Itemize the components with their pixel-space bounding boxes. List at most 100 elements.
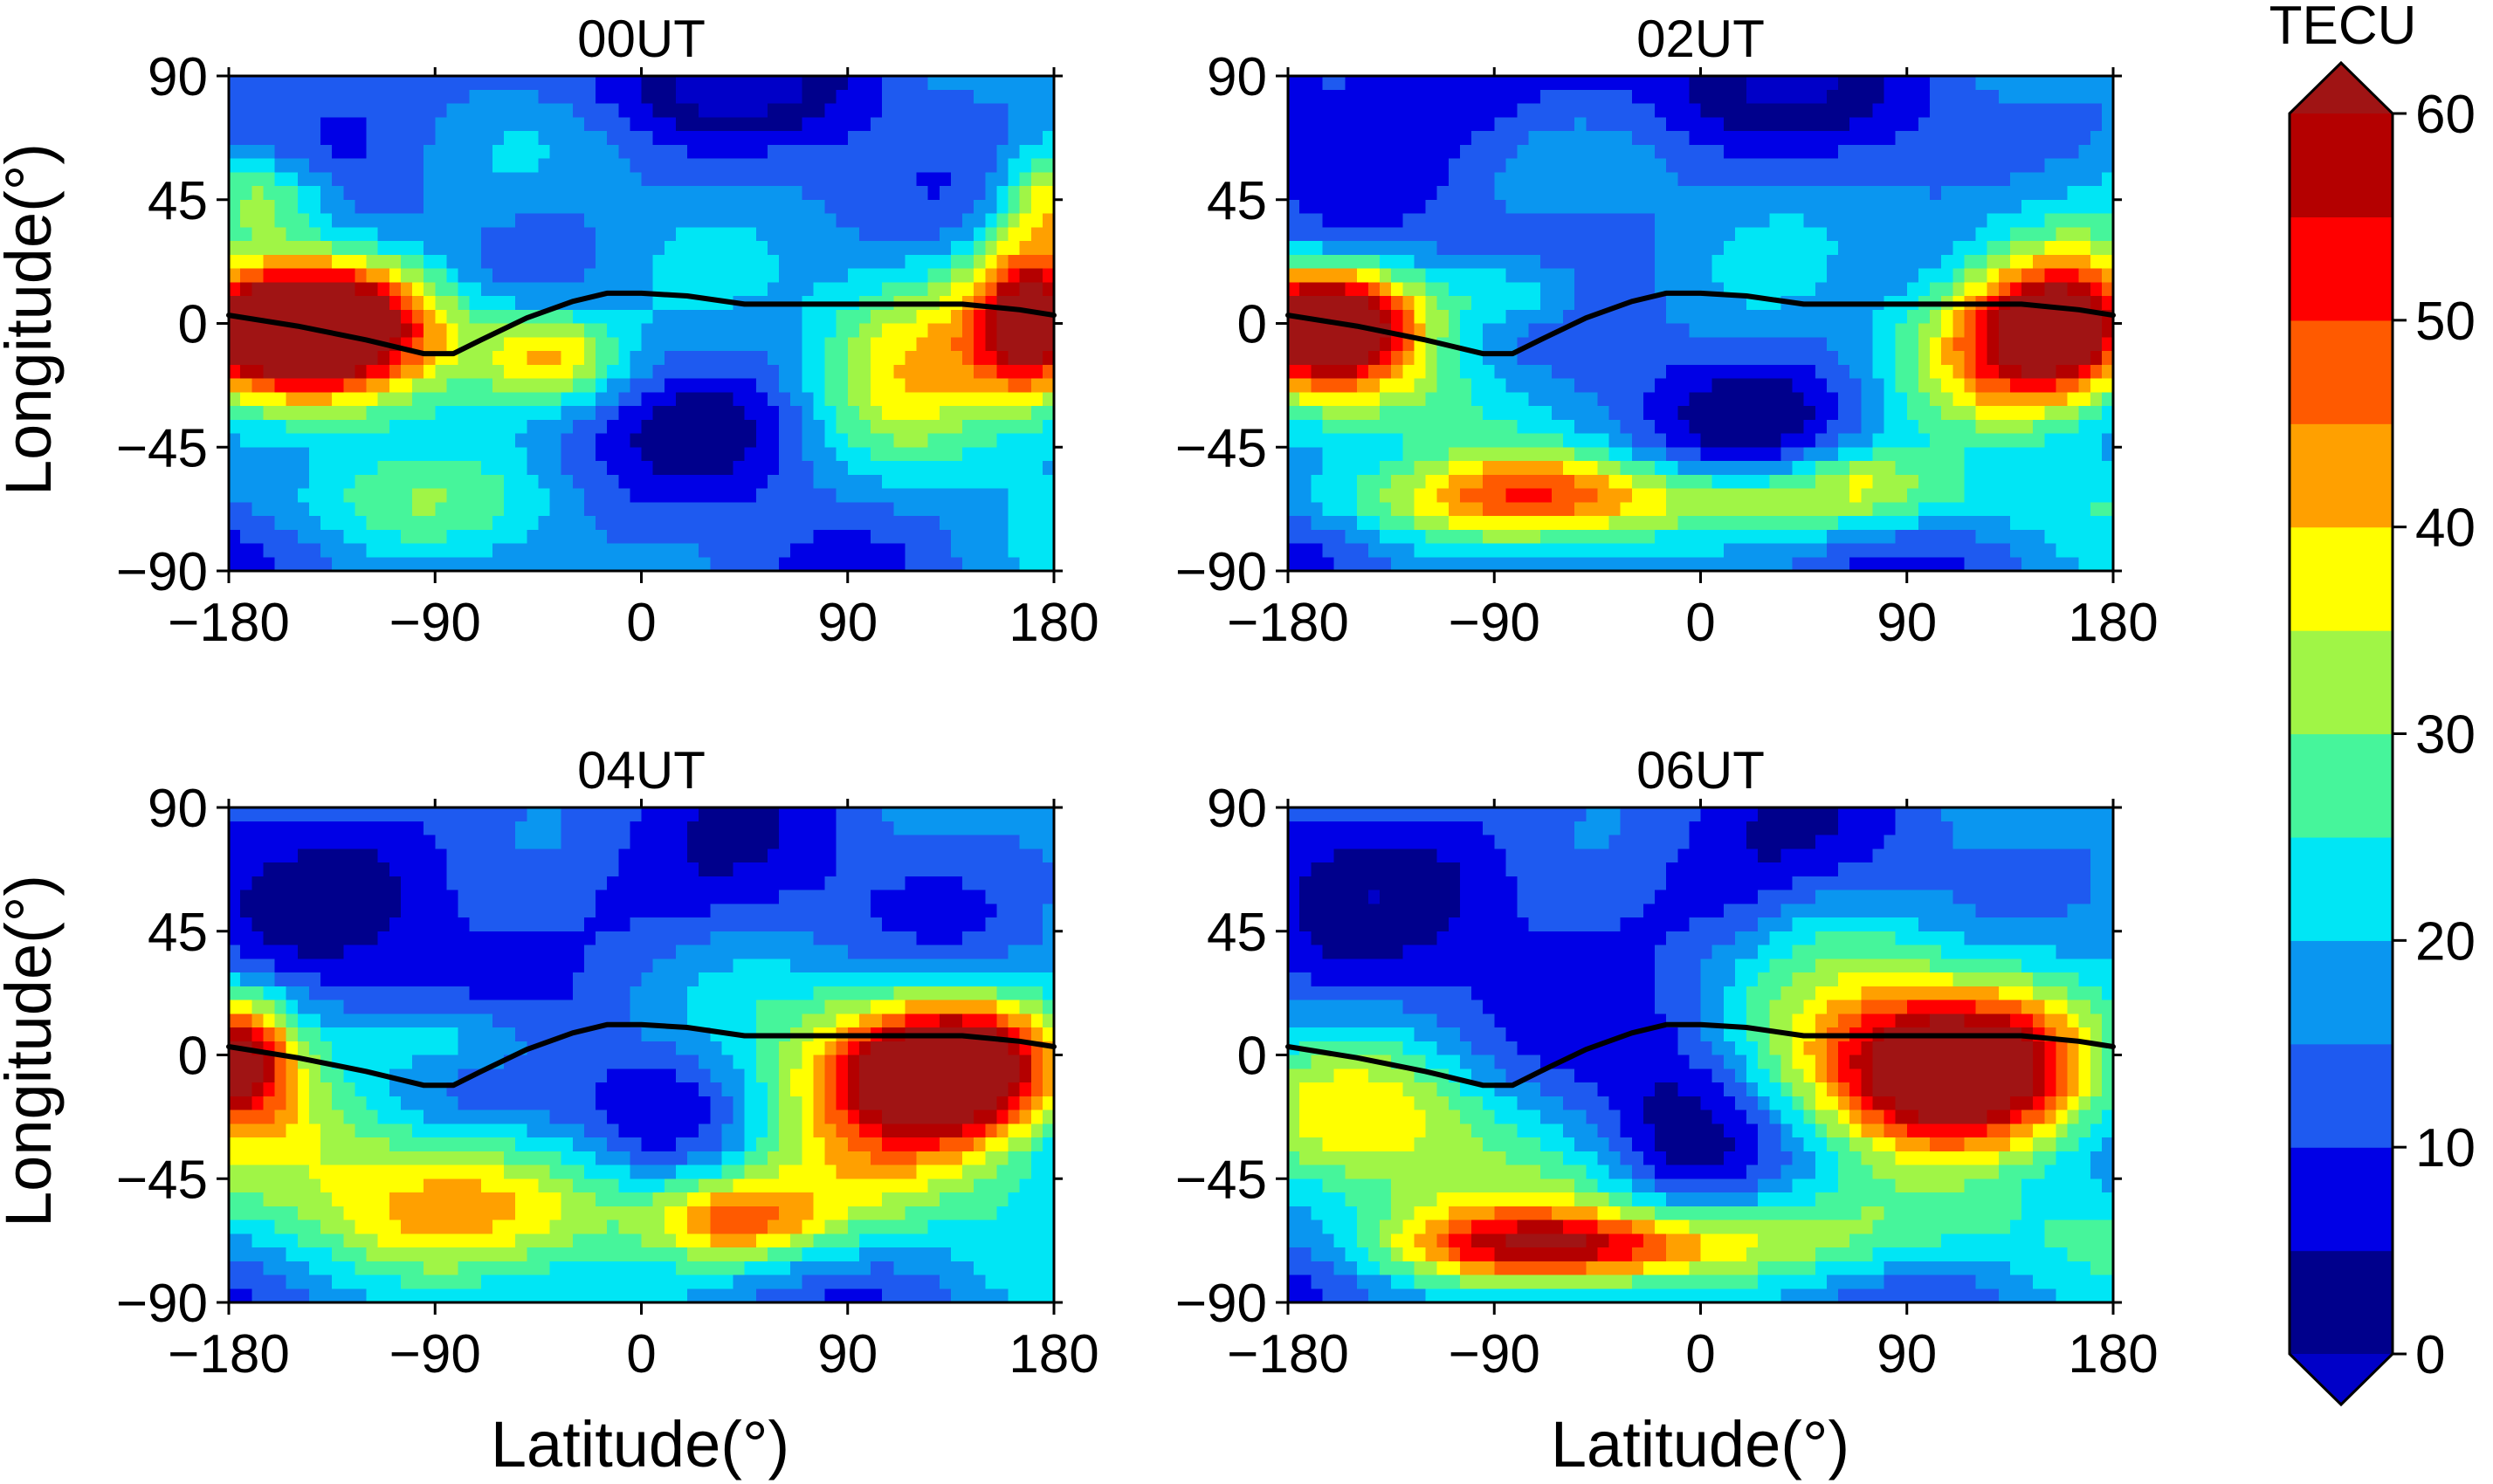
contour-cell (229, 268, 241, 284)
contour-cell (2078, 364, 2091, 380)
contour-cell (1677, 433, 1691, 449)
contour-cell (274, 103, 287, 119)
contour-cell (274, 461, 287, 476)
contour-cell (1746, 323, 1759, 339)
contour-cell (332, 461, 345, 476)
contour-cell (618, 227, 631, 242)
contour-cell (377, 227, 390, 242)
contour-cell (1551, 172, 1564, 187)
contour-cell (996, 158, 1009, 174)
contour-cell (515, 516, 528, 531)
contour-cell (515, 268, 528, 284)
contour-cell (297, 392, 310, 407)
contour-cell (1574, 447, 1587, 462)
contour-cell (2078, 351, 2091, 366)
contour-cell (1746, 461, 1759, 476)
contour-cell (1402, 337, 1415, 352)
contour-cell (549, 461, 562, 476)
contour-cell (549, 378, 562, 394)
contour-cell (596, 516, 608, 531)
contour-cell (1987, 241, 2000, 256)
contour-cell (1700, 227, 1713, 242)
contour-cell (1597, 337, 1610, 352)
contour-cell (561, 516, 574, 531)
contour-cell (400, 557, 413, 571)
contour-cell (1505, 296, 1519, 311)
contour-cell (1906, 406, 1919, 421)
contour-cell (790, 433, 803, 449)
contour-cell (974, 488, 987, 504)
contour-cell (2009, 351, 2022, 366)
contour-cell (1930, 227, 1942, 242)
contour-cell (1734, 241, 1747, 256)
contour-cell (332, 103, 345, 119)
contour-cell (985, 186, 998, 201)
contour-cell (939, 213, 952, 229)
contour-cell (1930, 131, 1942, 146)
contour-cell (1734, 76, 1747, 91)
contour-cell (2009, 76, 2022, 91)
contour-cell (1700, 254, 1713, 270)
contour-cell (905, 172, 918, 187)
contour-cell (893, 254, 906, 270)
contour-cell (1528, 158, 1541, 174)
contour-cell (2033, 447, 2046, 462)
contour-cell (1008, 186, 1021, 201)
contour-cell (286, 172, 299, 187)
contour-cell (2101, 392, 2113, 407)
contour-cell (1941, 406, 1954, 421)
contour-cell (2021, 337, 2034, 352)
contour-cell (2044, 103, 2057, 119)
contour-cell (229, 529, 241, 545)
contour-cell (1930, 103, 1942, 119)
contour-cell (630, 461, 643, 476)
contour-cell (2090, 241, 2103, 256)
contour-cell (950, 241, 963, 256)
contour-cell (1563, 502, 1575, 517)
contour-cell (1299, 461, 1312, 476)
contour-cell (767, 89, 780, 105)
contour-cell (515, 419, 528, 435)
contour-cell (1689, 516, 1702, 531)
contour-cell (744, 172, 757, 187)
contour-cell (332, 433, 345, 449)
contour-cell (641, 488, 654, 504)
contour-cell (871, 213, 883, 229)
contour-cell (1505, 227, 1519, 242)
contour-cell (596, 529, 608, 545)
contour-cell (1723, 89, 1736, 105)
contour-cell (1655, 172, 1667, 187)
contour-cell (1471, 433, 1484, 449)
contour-cell (1322, 158, 1335, 174)
contour-cell (733, 76, 746, 91)
contour-cell (1941, 516, 1954, 531)
contour-cell (1356, 406, 1369, 421)
contour-cell (767, 117, 780, 132)
contour-cell (1471, 296, 1484, 311)
contour-cell (572, 364, 585, 380)
contour-cell (412, 461, 424, 476)
contour-cell (790, 76, 803, 91)
contour-cell (985, 433, 998, 449)
contour-cell (400, 227, 413, 242)
contour-cell (504, 103, 516, 119)
contour-cell (779, 254, 791, 270)
contour-cell (1952, 254, 1966, 270)
contour-cell (1998, 241, 2011, 256)
contour-cell (480, 309, 493, 325)
contour-cell (790, 186, 803, 201)
contour-cell (847, 378, 860, 394)
contour-cell (1746, 158, 1759, 174)
contour-cell (1030, 529, 1043, 545)
contour-cell (1008, 131, 1021, 146)
contour-cell (1551, 76, 1564, 91)
contour-cell (446, 131, 459, 146)
contour-cell (1884, 323, 1897, 339)
contour-cell (583, 474, 596, 490)
contour-cell (1563, 309, 1575, 325)
contour-cell (2056, 76, 2069, 91)
contour-cell (377, 433, 390, 449)
contour-cell (504, 337, 516, 352)
contour-cell (1356, 76, 1369, 91)
contour-cell (996, 103, 1009, 119)
